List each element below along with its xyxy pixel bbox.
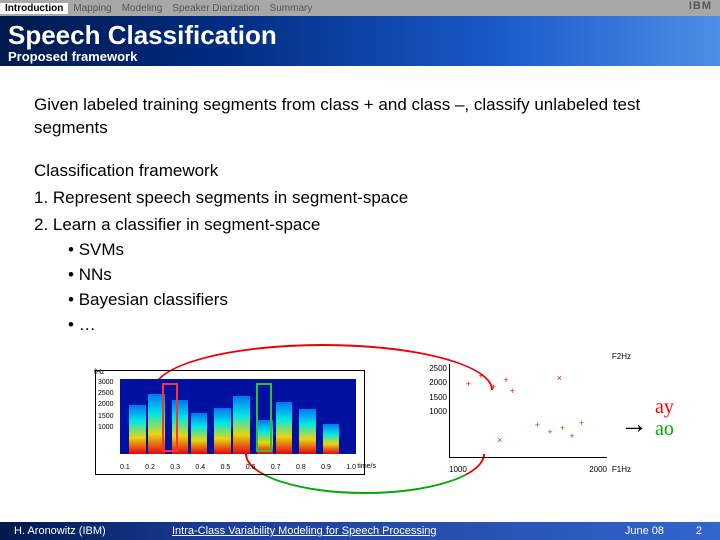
ytick: 1500 (423, 391, 447, 405)
xtick: 1.0 (346, 464, 356, 471)
ytick: 2000 (98, 399, 114, 410)
spectro-bar (214, 408, 231, 455)
spectro-x-ticks: 0.1 0.2 0.3 0.4 0.5 0.6 0.7 0.8 0.9 1.0 (120, 464, 356, 471)
nav-item-modeling[interactable]: Modeling (117, 3, 168, 14)
spectrogram-plot-area (120, 379, 356, 454)
scatter-plot-area: +++++×+++++× (449, 364, 607, 458)
slide-content: Given labeled training segments from cla… (0, 66, 720, 336)
spectro-y-label: fHz (94, 369, 105, 376)
spectro-x-label: time/s (357, 463, 376, 470)
ytick: 1000 (423, 405, 447, 419)
framework-heading: Classification framework (34, 160, 686, 183)
scatter-point: + (478, 373, 484, 379)
scatter-point: + (510, 388, 516, 394)
scatter-point: × (497, 437, 503, 443)
ytick: 2500 (423, 362, 447, 376)
title-bar: Speech Classification Proposed framework (0, 16, 720, 66)
xtick: 0.1 (120, 464, 130, 471)
step-1: 1. Represent speech segments in segment-… (34, 187, 686, 210)
bullet-svms: SVMs (68, 239, 686, 262)
xtick: 0.3 (170, 464, 180, 471)
spectro-bar (299, 409, 316, 454)
nav-bar: Introduction Mapping Modeling Speaker Di… (0, 0, 720, 16)
xtick: 0.6 (246, 464, 256, 471)
ytick: 1000 (98, 422, 114, 433)
footer-talk-title: Intra-Class Variability Modeling for Spe… (172, 525, 437, 537)
ytick: 1500 (98, 411, 114, 422)
scatter-point: × (557, 375, 563, 381)
nav-item-summary[interactable]: Summary (265, 3, 318, 14)
spectro-bar (233, 396, 250, 455)
footer-page-number: 2 (696, 525, 702, 537)
class-label-ao: ao (655, 418, 674, 440)
scatter-x-label: F1Hz (612, 465, 631, 474)
step-2: 2. Learn a classifier in segment-space (34, 214, 686, 237)
slide-title: Speech Classification (8, 20, 712, 51)
spectrogram-panel: fHz 3000 2500 2000 1500 1000 0.10.20.30.… (95, 370, 365, 475)
xtick: 0.5 (221, 464, 231, 471)
scatter-point: + (503, 377, 509, 383)
bullet-ellipsis: … (68, 314, 686, 337)
scatter-y-ticks: 2500 2000 1500 1000 (423, 362, 447, 420)
nav-item-speaker-diarization[interactable]: Speaker Diarization (167, 3, 264, 14)
class-label-ay: ay (655, 396, 674, 418)
xtick: 0.4 (195, 464, 205, 471)
nav-item-mapping[interactable]: Mapping (68, 3, 116, 14)
segment-box-red (162, 383, 178, 452)
segment-box-green (256, 383, 272, 452)
classifier-bullets: SVMs NNs Bayesian classifiers … (68, 239, 686, 337)
ytick: 2000 (423, 376, 447, 390)
scatter-point: + (569, 433, 575, 439)
ytick: 3000 (98, 377, 114, 388)
slide-subtitle: Proposed framework (8, 49, 712, 64)
xtick: 1000 (449, 465, 467, 474)
scatter-y-label: F2Hz (612, 352, 631, 361)
footer-bar: H. Aronowitz (IBM) Intra-Class Variabili… (0, 522, 720, 540)
xtick: 0.8 (296, 464, 306, 471)
class-labels: ay ao (655, 396, 674, 440)
spectro-bar (276, 402, 293, 455)
scatter-point: + (547, 429, 553, 435)
scatter-x-ticks: 1000 2000 (449, 465, 607, 474)
arrow-icon: → (620, 408, 648, 440)
scatter-point: + (579, 420, 585, 426)
ytick: 2500 (98, 388, 114, 399)
intro-paragraph: Given labeled training segments from cla… (34, 94, 686, 140)
scatter-panel: F2Hz 2500 2000 1500 1000 +++++×+++++× 10… (423, 358, 615, 476)
bullet-bayesian: Bayesian classifiers (68, 289, 686, 312)
xtick: 2000 (589, 465, 607, 474)
xtick: 0.9 (321, 464, 331, 471)
xtick: 0.7 (271, 464, 281, 471)
spectro-bar (323, 424, 340, 454)
scatter-point: + (560, 425, 566, 431)
spectro-bar (191, 413, 208, 454)
diagram: fHz 3000 2500 2000 1500 1000 0.10.20.30.… (95, 358, 685, 488)
footer-author: H. Aronowitz (IBM) (14, 525, 106, 537)
footer-date: June 08 (625, 525, 664, 537)
spectro-y-ticks: 3000 2500 2000 1500 1000 (98, 377, 114, 433)
nav-item-introduction[interactable]: Introduction (0, 3, 68, 14)
ibm-logo: IBM (689, 0, 712, 12)
scatter-point: + (491, 384, 497, 390)
scatter-point: + (535, 422, 541, 428)
spectro-bar (129, 405, 146, 454)
xtick: 0.2 (145, 464, 155, 471)
scatter-point: + (466, 381, 472, 387)
bullet-nns: NNs (68, 264, 686, 287)
